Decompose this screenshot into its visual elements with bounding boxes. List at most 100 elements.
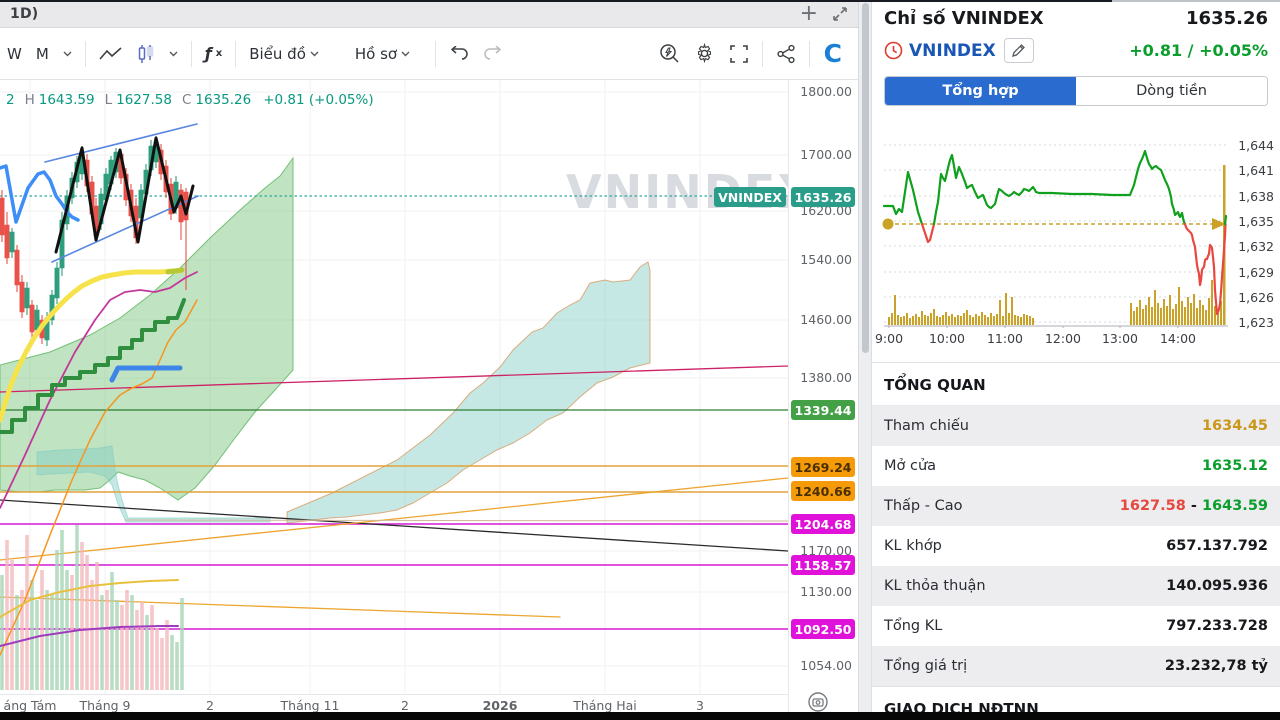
ohlc-legend-part: L — [104, 92, 113, 108]
time-tick-label: áng Tám — [3, 698, 57, 712]
price-tick-label: 1130.00 — [800, 584, 852, 599]
intraday-chart[interactable]: 1,644 1,641 1,638 1,635 1,632 1,629 1,626 1,623… — [872, 132, 1280, 347]
interval-month-button[interactable]: M — [35, 44, 49, 63]
ohlc-legend-part: 1643.59 — [38, 92, 95, 108]
intraday-x-label: 12:00 — [1044, 331, 1082, 346]
intraday-x-label: 14:00 — [1159, 331, 1197, 346]
profile-menu-button[interactable]: Hồ sơ — [348, 40, 417, 68]
overview-row-label: Tham chiếu — [884, 418, 969, 434]
intraday-x-label: 9:00 — [874, 331, 904, 346]
price-level-badge: 1158.57 — [791, 555, 855, 575]
overview-row-label: Thấp - Cao — [884, 498, 963, 514]
quick-search-button[interactable] — [651, 38, 687, 70]
ohlc-legend-part: +0.81 (+0.05%) — [263, 92, 374, 108]
overview-row: Mở cửa 1635.12 — [872, 446, 1280, 486]
toolbar-divider — [808, 40, 810, 67]
time-tick-label: Tháng Hai — [573, 698, 637, 712]
redo-button[interactable] — [476, 41, 510, 67]
add-panel-button[interactable]: + — [799, 0, 818, 26]
chart-titlebar: 1D) + — [0, 0, 858, 28]
overview-row: KL thỏa thuận 140.095.936 — [872, 566, 1280, 606]
chevron-down-icon — [401, 51, 410, 56]
intraday-y-label: 1,635 — [1238, 214, 1274, 229]
undo-icon — [450, 45, 468, 60]
candle-style-button[interactable] — [130, 39, 162, 69]
intraday-chart-svg — [882, 144, 1228, 328]
line-style-button[interactable] — [92, 42, 130, 66]
price-tick-label: 1054.00 — [800, 658, 852, 673]
price-axis[interactable]: 1800.00 1700.00 1620.00 1540.00 1460.00 1380.… — [788, 80, 858, 712]
overview-row: Thấp - Cao 1627.58 - 1643.59 — [872, 486, 1280, 526]
time-tick-label: 2 — [206, 698, 214, 712]
interval-week-button[interactable]: W — [7, 44, 22, 63]
clock-icon — [884, 41, 903, 60]
pencil-icon — [1012, 44, 1026, 57]
broker-logo[interactable]: C — [823, 39, 842, 68]
ohlc-legend-part: 1635.26 — [195, 92, 252, 108]
tab-dong-tien[interactable]: Dòng tiền — [1076, 77, 1267, 105]
overview-row-label: Tổng KL — [884, 618, 943, 634]
price-level-badge: 1269.24 — [791, 457, 855, 477]
overview-row-value: 797.233.728 — [1166, 618, 1268, 634]
price-level-badge: 1092.50 — [791, 619, 855, 639]
panel-scrollbar — [858, 0, 872, 712]
price-tick-label: 1380.00 — [800, 370, 852, 385]
overview-table: Tham chiếu 1634.45 Mở cửa 1635.12 Thấp - Cao… — [872, 406, 1280, 686]
time-tick-label: 3 — [696, 698, 704, 712]
fullscreen-button[interactable] — [722, 39, 756, 69]
bottom-edge-bar — [0, 712, 1280, 720]
index-symbol-link[interactable]: VNINDEX — [909, 40, 996, 61]
intraday-x-label: 10:00 — [928, 331, 966, 346]
index-price: 1635.26 — [1186, 8, 1268, 29]
overview-row-value: 1634.45 — [1202, 418, 1268, 434]
share-icon — [777, 44, 795, 63]
intraday-x-label: 13:00 — [1101, 331, 1139, 346]
toolbar-divider — [84, 40, 86, 67]
overview-row-value: 1627.58 - 1643.59 — [1120, 498, 1268, 514]
overview-row: Tham chiếu 1634.45 — [872, 406, 1280, 446]
candlestick-icon — [138, 44, 154, 63]
style-dropdown[interactable] — [162, 46, 185, 62]
toolbar-divider — [761, 40, 763, 67]
ohlc-legend-part: 1627.58 — [116, 92, 172, 108]
price-level-badge: 1339.44 — [791, 400, 855, 420]
share-button[interactable] — [769, 39, 803, 69]
value-part: 657.137.792 — [1166, 538, 1268, 554]
profile-menu-label: Hồ sơ — [354, 44, 398, 63]
price-tick-label: 1800.00 — [800, 84, 852, 99]
time-tick-label: Tháng 11 — [280, 698, 340, 712]
interval-dropdown[interactable] — [56, 46, 79, 62]
gear-icon — [697, 43, 711, 64]
edit-symbol-button[interactable] — [1003, 38, 1034, 63]
screenshot-button[interactable] — [806, 692, 830, 712]
price-tick-label: 1170.00 — [800, 543, 852, 558]
settings-button[interactable] — [687, 38, 722, 69]
undo-button[interactable] — [442, 41, 476, 67]
ohlc-legend-part: H — [24, 92, 35, 108]
overview-row-label: Tổng giá trị — [884, 658, 968, 674]
scrollbar-thumb[interactable] — [862, 3, 869, 353]
time-tick-label: 2 — [401, 698, 409, 712]
intraday-y-label: 1,629 — [1238, 265, 1274, 280]
intraday-y-label: 1,632 — [1238, 239, 1274, 254]
overview-row-value: 1635.12 — [1202, 458, 1268, 474]
value-part: 140.095.936 — [1166, 578, 1268, 594]
time-axis[interactable]: áng Tám Tháng 9 2 Tháng 11 2 2026 Tháng Hai 3 — [0, 694, 788, 712]
value-part: - — [1185, 498, 1202, 514]
value-part: 23.232,78 tỷ — [1164, 658, 1268, 674]
expand-icon[interactable] — [832, 6, 848, 22]
overview-row-label: KL thỏa thuận — [884, 578, 986, 594]
ohlc-legend-part: C — [181, 92, 192, 108]
main-chart-svg: VNINDEX — [0, 80, 788, 694]
intraday-y-label: 1,626 — [1238, 290, 1274, 305]
chart-menu-button[interactable]: Biểu đồ — [242, 40, 326, 68]
symbol-price-badge: VNINDEX — [714, 187, 786, 207]
tab-tong-hop[interactable]: Tổng hợp — [885, 77, 1076, 105]
price-level-badge: 1240.66 — [791, 481, 855, 501]
overview-row-value: 657.137.792 — [1166, 538, 1268, 554]
value-part: 1635.12 — [1201, 458, 1268, 474]
redo-icon — [484, 45, 502, 60]
